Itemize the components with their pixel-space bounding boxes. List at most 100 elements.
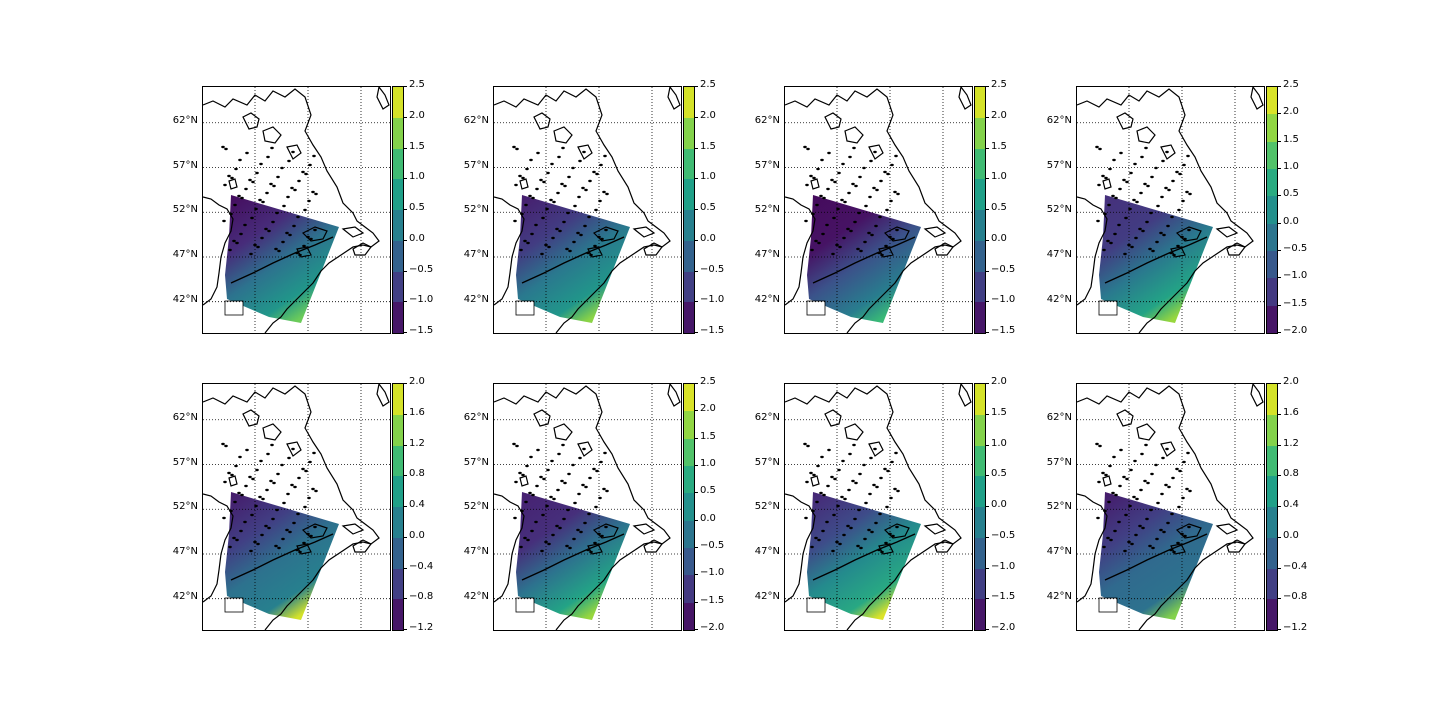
colorbar-tick-label: −1.0 xyxy=(700,294,725,306)
coastline xyxy=(785,88,962,333)
lake xyxy=(301,467,305,471)
lake xyxy=(854,184,858,188)
lake xyxy=(1183,534,1187,538)
lake xyxy=(1185,190,1189,194)
lake xyxy=(237,491,241,495)
lake xyxy=(303,505,307,509)
lake xyxy=(604,228,608,232)
colorbar-segment xyxy=(684,179,694,211)
map-svg xyxy=(494,384,681,630)
lake xyxy=(237,194,241,198)
lake xyxy=(847,191,851,195)
colorbar-segment xyxy=(684,602,694,630)
lake xyxy=(1176,541,1180,545)
lake xyxy=(873,150,877,154)
colorbar-tick xyxy=(985,536,989,538)
lake xyxy=(1124,216,1128,220)
lake xyxy=(578,159,582,163)
lake xyxy=(819,194,823,198)
lake xyxy=(1166,224,1170,228)
colorbar-segment xyxy=(975,384,985,416)
colorbar-segment xyxy=(393,271,403,303)
lake xyxy=(852,146,856,150)
lake xyxy=(884,244,888,248)
coastline xyxy=(632,226,656,238)
lake xyxy=(885,208,889,212)
river xyxy=(812,533,916,581)
lake xyxy=(812,176,816,180)
lake xyxy=(1128,504,1132,508)
colorbar-tick-label: 0.0 xyxy=(1283,215,1299,227)
lake xyxy=(870,233,874,237)
lake xyxy=(1098,147,1102,151)
lake xyxy=(523,239,527,243)
lake xyxy=(250,513,254,517)
coastline xyxy=(1160,144,1176,160)
lake xyxy=(260,533,264,537)
colorbar-segment xyxy=(975,414,985,446)
colorbar-tick-label: 1.5 xyxy=(409,140,425,152)
lake xyxy=(896,489,900,493)
coastline xyxy=(1136,423,1156,441)
colorbar-segment xyxy=(1267,537,1277,569)
lake xyxy=(880,550,884,554)
lake xyxy=(852,443,856,447)
lake xyxy=(308,460,312,464)
colorbar-tick xyxy=(403,239,407,241)
lake xyxy=(281,537,285,541)
lake xyxy=(1156,204,1160,208)
coastline xyxy=(934,242,954,256)
coastline xyxy=(1077,493,1108,603)
lake xyxy=(244,187,248,191)
coastline xyxy=(824,409,842,427)
colorbar-tick-label: 2.0 xyxy=(1283,376,1299,387)
coastline xyxy=(824,112,842,130)
colorbar xyxy=(683,86,695,334)
lake xyxy=(276,472,280,476)
lake xyxy=(1155,537,1159,541)
lake xyxy=(1149,211,1153,215)
lake xyxy=(535,484,539,488)
colorbar-tick-label: 2.0 xyxy=(991,109,1007,121)
lake xyxy=(1159,528,1163,532)
lake xyxy=(1139,191,1143,195)
lake xyxy=(1140,452,1144,456)
lake xyxy=(1118,187,1122,191)
colorbar-tick-label: −0.4 xyxy=(409,560,434,572)
colorbar-tick xyxy=(1277,536,1281,538)
lake xyxy=(540,252,544,256)
colorbar-tick xyxy=(694,383,698,384)
inset-box xyxy=(806,300,826,316)
coastline xyxy=(1250,87,1264,110)
lake xyxy=(864,501,868,505)
coastline xyxy=(667,87,681,110)
lake xyxy=(854,481,858,485)
lake xyxy=(542,477,546,481)
lake xyxy=(529,158,533,162)
colorbar-tick xyxy=(403,413,407,415)
lake xyxy=(584,485,588,489)
lake xyxy=(1160,492,1164,496)
colorbar-tick-label: 1.0 xyxy=(409,171,425,183)
coastline xyxy=(352,242,372,256)
lake xyxy=(556,488,560,492)
lake xyxy=(848,452,852,456)
lake xyxy=(592,467,596,471)
lake xyxy=(550,162,554,166)
lake xyxy=(805,480,809,484)
lat-label: 52°N xyxy=(1046,204,1072,216)
lake xyxy=(311,190,315,194)
lake xyxy=(594,208,598,212)
coastline xyxy=(1116,409,1134,427)
lake xyxy=(518,471,522,475)
lake xyxy=(282,204,286,208)
colorbar-tick xyxy=(403,383,407,384)
lake xyxy=(1127,243,1131,247)
colorbar-segment xyxy=(684,575,694,604)
coastline xyxy=(1215,226,1239,238)
colorbar-tick xyxy=(694,601,698,603)
map-svg xyxy=(785,87,972,333)
lake xyxy=(561,443,565,447)
lake xyxy=(1144,443,1148,447)
lake xyxy=(1133,459,1137,463)
